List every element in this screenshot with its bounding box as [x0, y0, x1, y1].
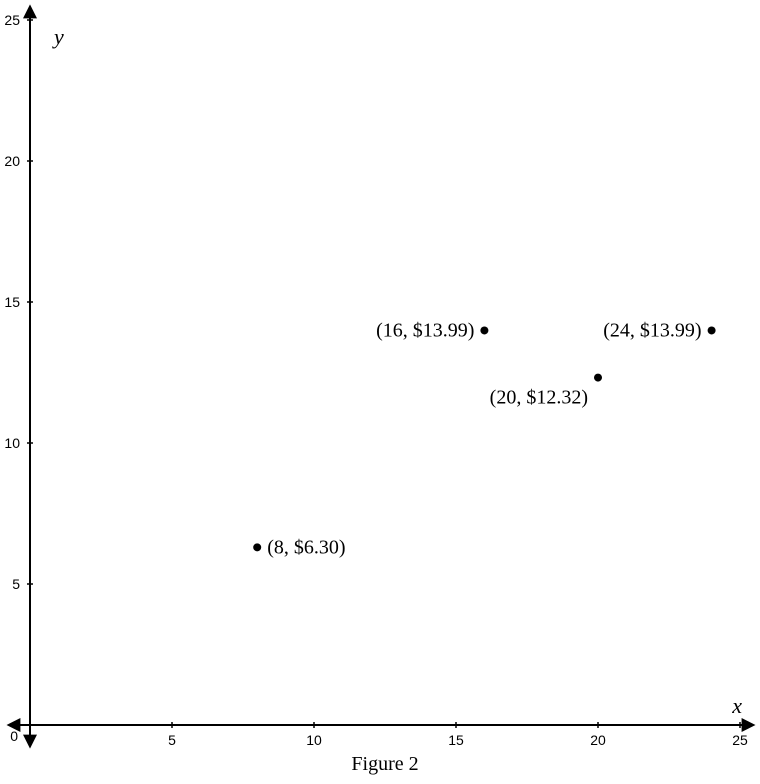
y-tick-label: 15 [4, 294, 20, 310]
x-tick-label: 10 [306, 732, 322, 748]
data-point-label: (24, $13.99) [603, 319, 701, 341]
x-tick-label: 5 [168, 732, 176, 748]
data-point [253, 543, 261, 551]
figure-container: 0 5 10 15 20 25 5 10 15 20 25 x y (8, $6.30) (16, $13.… [0, 0, 760, 784]
x-tick-label: 25 [732, 732, 748, 748]
data-point [708, 326, 716, 334]
scatter-chart: 0 5 10 15 20 25 5 10 15 20 25 x y (8, $6.30) (16, $13.… [0, 0, 760, 784]
x-axis-label: x [731, 693, 742, 718]
y-tick-label: 20 [4, 153, 20, 169]
data-point-label: (16, $13.99) [376, 319, 474, 341]
y-tick-label: 5 [12, 576, 20, 592]
y-tick-label: 25 [4, 12, 20, 28]
y-axis-label: y [52, 24, 64, 49]
data-point [480, 326, 488, 334]
x-tick-label: 15 [448, 732, 464, 748]
data-point-label: (20, $12.32) [490, 387, 588, 409]
data-point [594, 374, 602, 382]
y-tick-label: 10 [4, 435, 20, 451]
figure-caption: Figure 2 [351, 753, 418, 775]
origin-label: 0 [10, 728, 18, 744]
data-point-label: (8, $6.30) [267, 536, 345, 558]
x-tick-label: 20 [590, 732, 606, 748]
